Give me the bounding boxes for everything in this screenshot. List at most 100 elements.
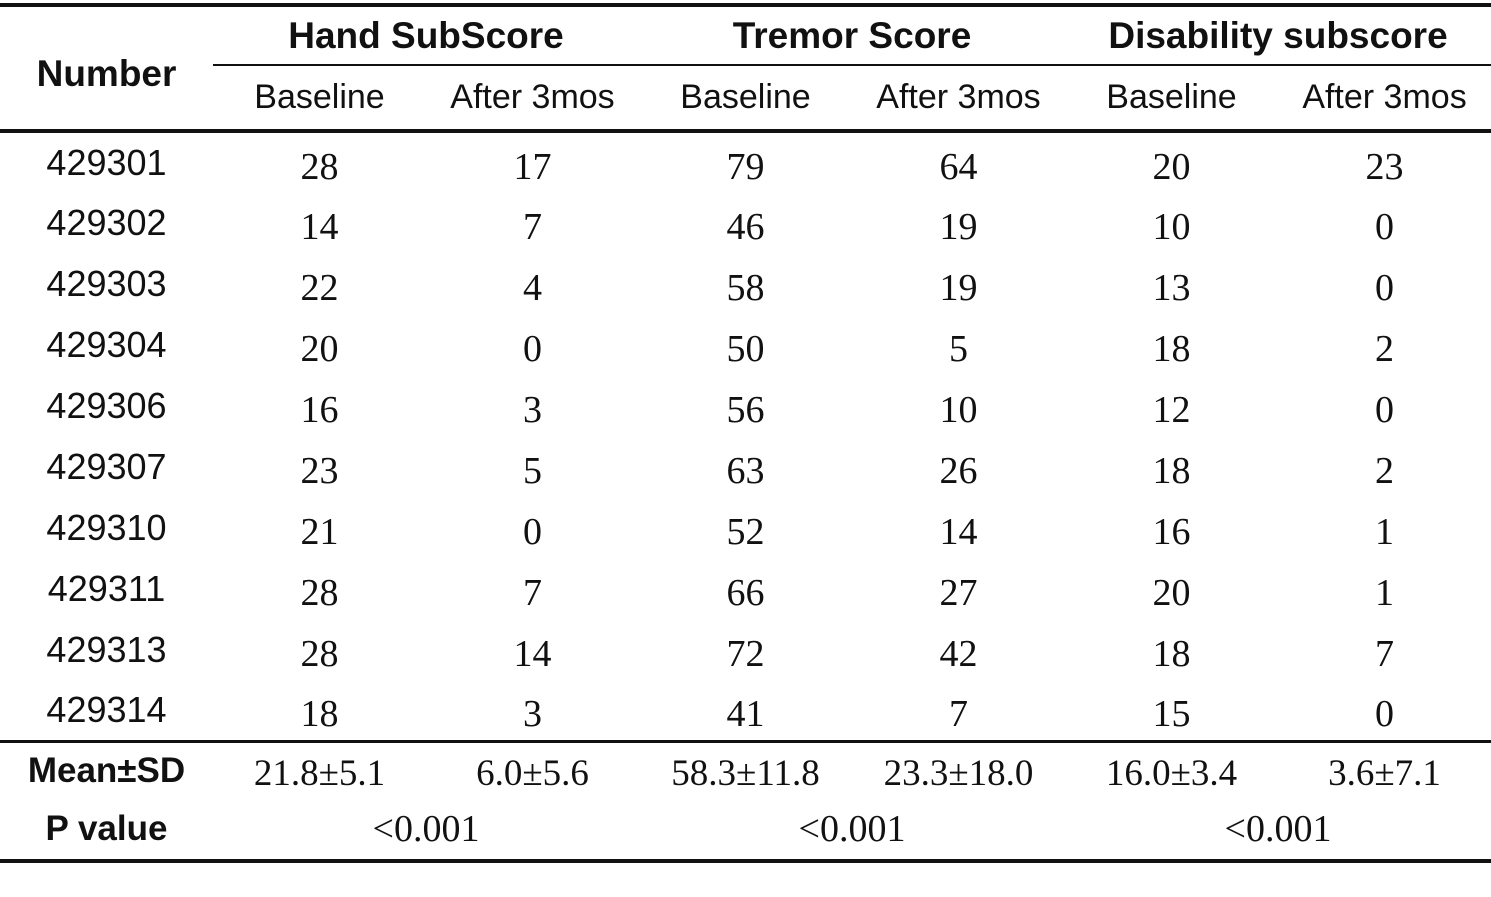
score-cell: 19 xyxy=(939,205,978,248)
score-cell: 2 xyxy=(1375,449,1394,492)
score-cell: 42 xyxy=(939,632,978,675)
patient-number: 429310 xyxy=(46,506,167,548)
score-cell: 0 xyxy=(1375,692,1394,735)
score-cell: 0 xyxy=(1375,388,1394,431)
header-group-row: Number Hand SubScore Tremor Score Disabi… xyxy=(0,5,1491,133)
table-row: 429302 14 7 46 19 10 0 xyxy=(0,192,1491,253)
score-cell: 27 xyxy=(939,571,978,614)
score-cell: 3 xyxy=(523,692,542,735)
mean-sd-row: Mean±SD 21.8±5.1 6.0±5.6 58.3±11.8 23.3±… xyxy=(0,739,1491,799)
group-header-disability-subscore: Disability subscore xyxy=(1065,5,1491,66)
score-cell: 17 xyxy=(513,145,552,188)
score-cell: 2 xyxy=(1375,327,1394,370)
mean-sd-value: 23.3±18.0 xyxy=(852,739,1065,799)
score-cell: 79 xyxy=(726,145,765,188)
score-cell: 18 xyxy=(1152,449,1191,492)
group-header-hand-subscore: Hand SubScore xyxy=(213,5,639,66)
score-cell: 18 xyxy=(1152,632,1191,675)
subheader-hand-baseline: Baseline xyxy=(213,65,426,133)
table-row: 429306 16 3 56 10 12 0 xyxy=(0,375,1491,436)
column-header-number: Number xyxy=(0,5,213,133)
score-cell: 46 xyxy=(726,205,765,248)
score-cell: 7 xyxy=(1375,632,1394,675)
score-cell: 0 xyxy=(1375,266,1394,309)
patient-number: 429303 xyxy=(46,262,167,304)
score-cell: 23 xyxy=(1365,145,1404,188)
table-row: 429311 28 7 66 27 20 1 xyxy=(0,558,1491,619)
clinical-scores-table: Number Hand SubScore Tremor Score Disabi… xyxy=(0,3,1491,863)
score-cell: 52 xyxy=(726,510,765,553)
score-cell: 58 xyxy=(726,266,765,309)
header-sub-row: Baseline After 3mos Baseline After 3mos … xyxy=(0,65,1491,133)
patient-number: 429311 xyxy=(47,567,166,609)
table-row: 429303 22 4 58 19 13 0 xyxy=(0,253,1491,314)
score-cell: 14 xyxy=(300,205,339,248)
table-row: 429307 23 5 63 26 18 2 xyxy=(0,436,1491,497)
score-cell: 50 xyxy=(726,327,765,370)
mean-sd-value: 16.0±3.4 xyxy=(1065,739,1278,799)
patient-number: 429306 xyxy=(46,384,167,426)
table-row: 429314 18 3 41 7 15 0 xyxy=(0,680,1491,741)
score-cell: 10 xyxy=(1152,205,1191,248)
score-cell: 23 xyxy=(300,449,339,492)
score-cell: 3 xyxy=(523,388,542,431)
score-cell: 18 xyxy=(300,692,339,735)
score-cell: 28 xyxy=(300,632,339,675)
patient-number: 429301 xyxy=(46,141,167,183)
patient-number: 429313 xyxy=(46,628,167,670)
score-cell: 13 xyxy=(1152,266,1191,309)
score-cell: 5 xyxy=(949,327,968,370)
score-cell: 14 xyxy=(939,510,978,553)
mean-sd-value: 21.8±5.1 xyxy=(213,739,426,799)
score-cell: 63 xyxy=(726,449,765,492)
score-cell: 0 xyxy=(523,327,542,370)
score-cell: 26 xyxy=(939,449,978,492)
patient-number: 429304 xyxy=(46,323,167,365)
p-value-label: P value xyxy=(0,799,213,863)
score-cell: 28 xyxy=(300,145,339,188)
subheader-hand-after3mos: After 3mos xyxy=(426,65,639,133)
score-cell: 10 xyxy=(939,388,978,431)
score-cell: 20 xyxy=(1152,145,1191,188)
score-cell: 7 xyxy=(523,205,542,248)
score-cell: 1 xyxy=(1375,571,1394,614)
score-cell: 20 xyxy=(1152,571,1191,614)
mean-sd-value: 3.6±7.1 xyxy=(1278,739,1491,799)
score-cell: 7 xyxy=(949,692,968,735)
score-cell: 5 xyxy=(523,449,542,492)
score-cell: 64 xyxy=(939,145,978,188)
score-cell: 0 xyxy=(523,510,542,553)
score-cell: 56 xyxy=(726,388,765,431)
score-cell: 16 xyxy=(300,388,339,431)
subheader-disability-baseline: Baseline xyxy=(1065,65,1278,133)
score-cell: 7 xyxy=(523,571,542,614)
score-cell: 20 xyxy=(300,327,339,370)
p-value-row: P value <0.001 <0.001 <0.001 xyxy=(0,799,1491,863)
table-row: 429313 28 14 72 42 18 7 xyxy=(0,619,1491,680)
score-cell: 0 xyxy=(1375,205,1394,248)
mean-sd-label: Mean±SD xyxy=(0,739,213,799)
score-cell: 72 xyxy=(726,632,765,675)
score-cell: 4 xyxy=(523,266,542,309)
patient-number: 429307 xyxy=(46,445,167,487)
score-cell: 19 xyxy=(939,266,978,309)
score-cell: 41 xyxy=(726,692,765,735)
patient-number: 429302 xyxy=(46,201,167,243)
mean-sd-value: 6.0±5.6 xyxy=(426,739,639,799)
group-header-tremor-score: Tremor Score xyxy=(639,5,1065,66)
score-cell: 21 xyxy=(300,510,339,553)
subheader-tremor-baseline: Baseline xyxy=(639,65,852,133)
score-cell: 15 xyxy=(1152,692,1191,735)
score-cell: 1 xyxy=(1375,510,1394,553)
patient-number: 429314 xyxy=(46,688,167,730)
score-cell: 22 xyxy=(300,266,339,309)
table-row: 429304 20 0 50 5 18 2 xyxy=(0,314,1491,375)
score-cell: 18 xyxy=(1152,327,1191,370)
table-row: 429310 21 0 52 14 16 1 xyxy=(0,497,1491,558)
score-cell: 28 xyxy=(300,571,339,614)
score-cell: 16 xyxy=(1152,510,1191,553)
score-cell: 14 xyxy=(513,632,552,675)
p-value-disability: <0.001 xyxy=(1065,799,1491,863)
subheader-disability-after3mos: After 3mos xyxy=(1278,65,1491,133)
subheader-tremor-after3mos: After 3mos xyxy=(852,65,1065,133)
